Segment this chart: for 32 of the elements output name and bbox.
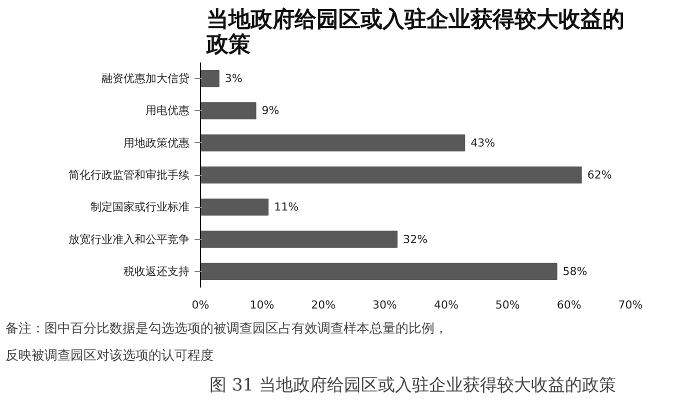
x-tick-label: 70% (618, 298, 643, 312)
y-tick-label: 放宽行业准入和公平竞争 (68, 232, 190, 246)
data-label: 58% (562, 264, 588, 278)
bar (200, 262, 558, 280)
y-tick-label: 简化行政监管和审批手续 (68, 168, 190, 182)
bar (200, 134, 466, 152)
bar (200, 230, 398, 248)
y-tick-label: 税收返还支持 (124, 264, 190, 278)
x-tick-label: 10% (250, 298, 274, 312)
data-label: 11% (274, 200, 299, 214)
y-tick-label: 制定国家或行业标准 (90, 200, 190, 214)
x-tick-label: 40% (434, 298, 458, 312)
x-tick-label: 50% (495, 298, 520, 312)
data-label: 9% (262, 104, 280, 118)
y-tick-label: 用地政策优惠 (124, 136, 190, 150)
text: 备注：图中百分比数据是勾选选项的被调查园区占有效调查样本总量的比例，反映被调查园区对该选项的认可程度 (6, 322, 448, 364)
bar (200, 70, 220, 88)
data-label: 3% (224, 72, 242, 86)
data-label: 62% (587, 168, 612, 182)
x-tick-label: 30% (372, 298, 398, 312)
x-tick-label: 20% (311, 298, 336, 312)
x-tick-label: 0% (192, 298, 210, 312)
data-label: 32% (403, 232, 428, 246)
x-tick-label: 60% (556, 298, 582, 312)
caption: 图 31 当地政府给园区或入驻企业获得较大收益的政策 (210, 376, 616, 396)
bar (200, 102, 256, 120)
bar (200, 166, 582, 184)
bar (200, 198, 269, 216)
y-tick-label: 融资优惠加大信贷 (102, 72, 190, 86)
data-label: 43% (470, 136, 496, 150)
chart-title: 当地政府给园区或入驻企业获得较大收益的政策 (206, 6, 624, 58)
y-tick-label: 用电优惠 (146, 104, 190, 118)
